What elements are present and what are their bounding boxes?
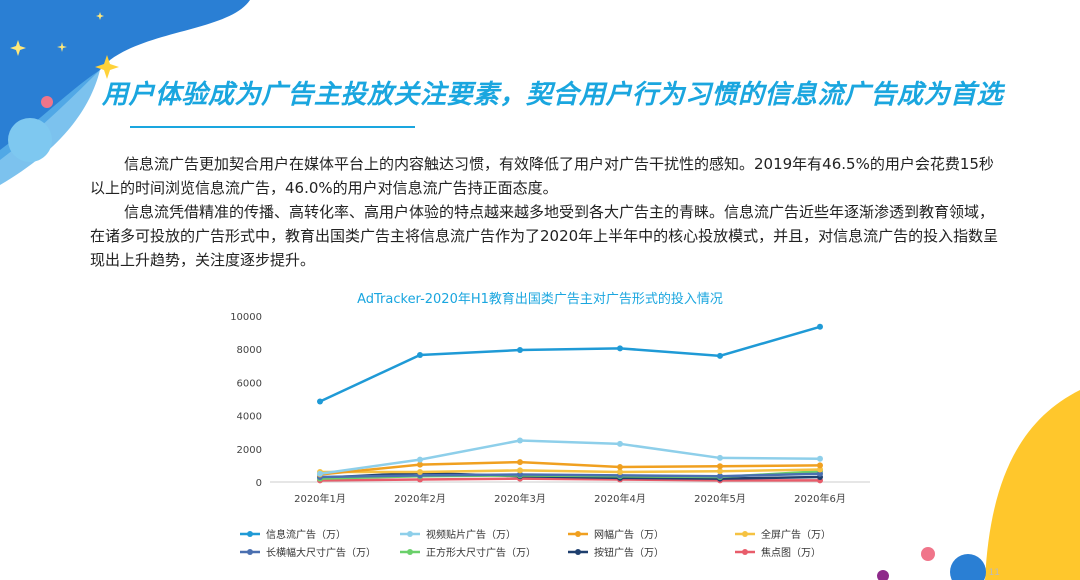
data-point xyxy=(817,470,823,477)
data-point xyxy=(617,464,623,471)
data-point xyxy=(417,469,423,476)
legend-marker xyxy=(742,549,748,555)
legend-marker xyxy=(247,531,253,537)
data-point xyxy=(717,463,723,470)
title-underline xyxy=(130,126,415,128)
legend-label: 信息流广告（万） xyxy=(266,528,346,541)
data-point xyxy=(317,398,323,405)
series-line xyxy=(319,472,821,479)
x-tick-label: 2020年3月 xyxy=(494,492,546,505)
data-point xyxy=(417,352,423,359)
bottom-right-blue-circle xyxy=(950,554,986,580)
legend-label: 网幅广告（万） xyxy=(594,528,664,541)
data-point xyxy=(517,459,523,466)
legend-label: 焦点图（万） xyxy=(761,546,821,559)
series-line xyxy=(319,439,821,475)
legend-label: 正方形大尺寸广告（万） xyxy=(426,546,536,559)
legend-marker xyxy=(575,531,581,537)
data-point xyxy=(617,440,623,447)
data-point xyxy=(617,469,623,476)
bottom-right-blob xyxy=(985,390,1080,580)
legend-label: 全屏广告（万） xyxy=(761,528,831,541)
x-tick-label: 2020年5月 xyxy=(694,492,746,505)
legend-marker xyxy=(742,531,748,537)
body-paragraph-2: 信息流凭借精准的传播、高转化率、高用户体验的特点越来越多地受到各大广告主的青睐。… xyxy=(90,203,999,269)
small-star-icon-3 xyxy=(96,12,104,20)
data-point xyxy=(517,471,523,478)
top-left-blob xyxy=(0,0,250,160)
y-tick-label: 10000 xyxy=(230,312,262,323)
data-point xyxy=(817,455,823,462)
legend-marker xyxy=(575,549,581,555)
page-title: 用户体验成为广告主投放关注要素，契合用户行为习惯的信息流广告成为首选 xyxy=(102,80,1004,110)
data-point xyxy=(717,468,723,475)
data-point xyxy=(617,345,623,352)
data-point xyxy=(817,462,823,469)
bottom-right-pink-dot xyxy=(921,547,935,561)
data-point xyxy=(517,347,523,354)
series-line xyxy=(319,325,821,403)
chart-title: AdTracker-2020年H1教育出国类广告主对广告形式的投入情况 xyxy=(357,292,723,307)
y-tick-label: 8000 xyxy=(237,345,262,356)
data-point xyxy=(717,454,723,461)
data-point xyxy=(817,466,823,473)
legend-marker xyxy=(247,549,253,555)
legend-marker xyxy=(407,531,413,537)
pink-dot xyxy=(41,96,53,108)
body-paragraph-1: 信息流广告更加契合用户在媒体平台上的内容触达习惯，有效降低了用户对广告干扰性的感… xyxy=(90,155,994,197)
yellow-star-icon xyxy=(95,55,119,79)
x-tick-label: 2020年2月 xyxy=(394,492,446,505)
data-point xyxy=(517,467,523,474)
series-line xyxy=(319,477,820,482)
small-star-icon-2 xyxy=(57,42,67,52)
y-tick-label: 4000 xyxy=(237,412,262,423)
legend-label: 视频贴片广告（万） xyxy=(426,528,516,541)
data-point xyxy=(717,352,723,359)
page-number: 11 xyxy=(988,568,1000,578)
x-tick-label: 2020年6月 xyxy=(794,492,846,505)
series-line xyxy=(319,460,821,476)
top-left-light-circle xyxy=(8,118,52,162)
small-star-icon xyxy=(10,40,26,56)
series-line xyxy=(320,468,821,474)
y-tick-label: 6000 xyxy=(237,378,262,389)
data-point xyxy=(417,461,423,468)
y-tick-label: 2000 xyxy=(237,445,262,456)
data-point xyxy=(417,456,423,463)
legend-marker xyxy=(407,549,413,555)
legend-label: 按钮广告（万） xyxy=(594,546,664,559)
x-tick-label: 2020年4月 xyxy=(594,492,646,505)
bottom-right-purple-dot xyxy=(877,570,889,580)
legend-label: 长横幅大尺寸广告（万） xyxy=(266,546,376,559)
data-point xyxy=(717,473,723,480)
data-point xyxy=(317,470,323,477)
y-tick-label: 0 xyxy=(256,478,262,489)
data-point xyxy=(817,323,823,330)
data-point xyxy=(517,437,523,444)
x-tick-label: 2020年1月 xyxy=(294,492,346,505)
